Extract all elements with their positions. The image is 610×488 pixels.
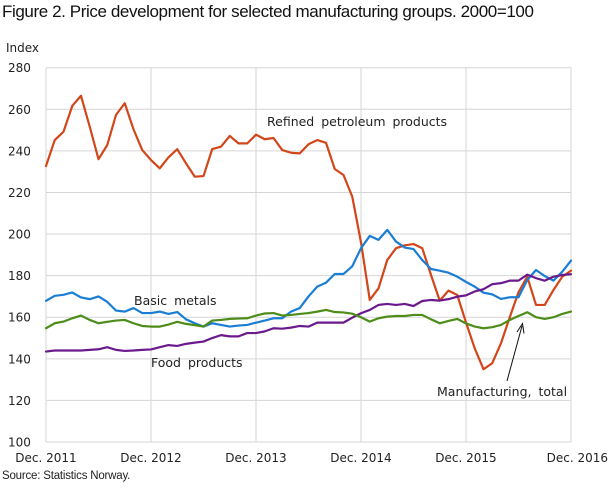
- source-note: Source: Statistics Norway.: [2, 470, 131, 482]
- y-tick-label: 120: [8, 394, 31, 408]
- annotation-manufacturing-total: Manufacturing, total: [437, 384, 567, 399]
- y-tick-label: 180: [8, 269, 31, 283]
- y-axis-ticks: 100 120 140 160 180 200 220 240 260 280: [8, 61, 31, 449]
- x-tick-label: Dec. 2015: [435, 451, 496, 465]
- series-line-manufacturing-total: [44, 308, 573, 330]
- y-axis-label: Index: [6, 41, 39, 55]
- chart-title: Figure 2. Price development for selected…: [2, 2, 534, 21]
- annotations: Refined petroleum products Basic metals …: [134, 114, 567, 399]
- annotation-basic-metals: Basic metals: [134, 293, 216, 308]
- series-line-food-products: [44, 273, 573, 353]
- x-axis-ticks: Dec. 2011 Dec. 2012 Dec. 2013 Dec. 2014 Dec.…: [15, 451, 608, 465]
- y-tick-label: 240: [8, 144, 31, 158]
- y-tick-label: 280: [8, 61, 31, 75]
- x-tick-label: Dec. 2012: [120, 451, 181, 465]
- y-tick-label: 260: [8, 103, 31, 117]
- series-line-basic-metals: [44, 228, 573, 328]
- annotation-refined-petroleum: Refined petroleum products: [267, 114, 447, 129]
- y-tick-label: 100: [8, 436, 31, 450]
- y-tick-label: 200: [8, 228, 31, 242]
- gridlines: [45, 67, 572, 443]
- y-tick-label: 140: [8, 352, 31, 366]
- arrow-head-icon: [516, 322, 525, 334]
- x-tick-label: Dec. 2014: [330, 451, 391, 465]
- series-lines: [44, 94, 573, 371]
- annotation-arrow-line: [506, 325, 523, 382]
- y-tick-label: 220: [8, 186, 31, 200]
- annotation-food-products: Food products: [151, 355, 243, 370]
- x-tick-label: Dec. 2013: [225, 451, 286, 465]
- y-tick-label: 160: [8, 311, 31, 325]
- x-tick-label: Dec. 2011: [15, 451, 76, 465]
- series-line-refined-petroleum-products: [44, 94, 573, 371]
- x-tick-label: Dec. 2016: [547, 451, 608, 465]
